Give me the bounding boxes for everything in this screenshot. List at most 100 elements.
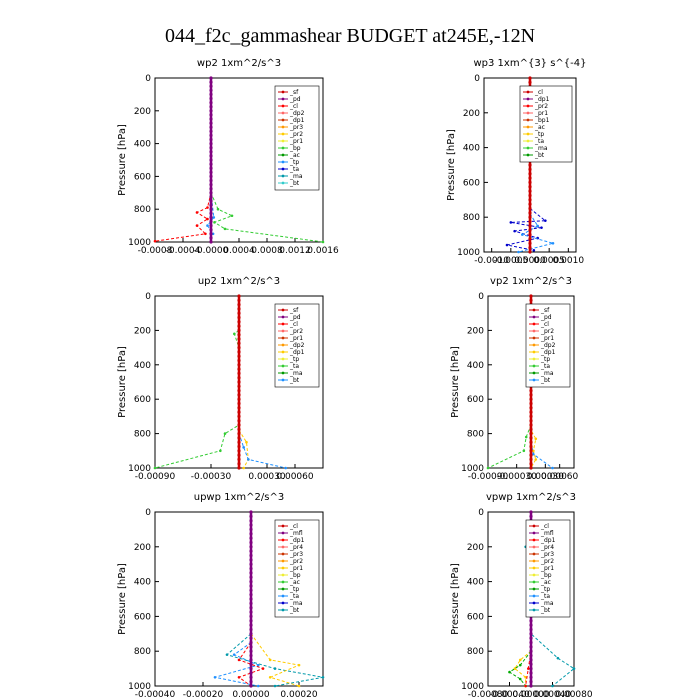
data-point [517,250,520,254]
data-point [529,449,533,453]
data-point [249,519,253,523]
data-point [249,553,253,558]
data-point [505,243,509,247]
chart-panel-5: upwp 1xm^2/s^3 Pressure [hPa] 0 200 400 600 80… [117,492,325,700]
legend-marker [281,580,285,584]
legend-marker [281,524,285,528]
legend-marker [281,315,285,319]
data-point [534,437,538,441]
legend-label: _ma [289,370,303,377]
data-point [529,510,533,514]
data-point [528,224,532,228]
data-point [249,510,253,514]
y-tick-label: 600 [467,395,484,405]
data-point [528,246,532,250]
chart-panel-2: wp3 1xm^{3} s^{-4} Pressure [hPa] 0 200 400 6… [446,58,587,266]
y-tick-label: 800 [467,430,484,440]
y-tick-label: 400 [467,578,484,588]
data-point [209,191,213,195]
data-point [249,675,253,679]
legend: _sf_pd_cl_dp2_dp1_pr3_pr2_pr1_bp_ac_tp_t… [274,85,320,191]
y-tick-label: 600 [134,612,151,622]
data-point [153,466,157,470]
legend-label: _bp [289,145,301,152]
legend-label: _ma [534,145,548,152]
data-point [551,684,554,688]
data-point [237,676,241,679]
data-point [209,88,213,92]
data-point [219,449,222,453]
data-point [249,684,253,688]
data-point [268,676,272,679]
panel-title: up2 1xm^2/s^3 [198,276,280,287]
legend-marker [532,608,536,612]
data-point [209,228,213,232]
data-point [556,656,560,660]
data-point [237,367,241,371]
x-tick-label: -0.00080 [468,690,509,700]
y-axis-label: Pressure [hPa] [117,124,128,196]
y-tick-label: 200 [134,543,151,553]
data-point [528,163,532,167]
legend-label: _mfl [540,530,554,537]
x-tick-label: 0.00000 [512,690,549,700]
data-point [209,154,213,158]
data-point [237,328,241,332]
y-tick-label: 800 [134,205,151,215]
legend-label: _tp [534,131,544,138]
data-point [249,597,253,601]
data-point [209,109,213,113]
legend-marker [281,329,285,333]
legend-marker [532,538,536,542]
legend-label: _ta [534,138,544,145]
data-point [237,457,241,461]
data-point [528,76,532,80]
data-point [249,667,253,671]
data-point [528,233,532,237]
y-tick-label: 1000 [457,248,480,258]
x-tick-label: 0.0016 [307,246,339,256]
y-tick-label: 1000 [128,238,151,248]
data-point [528,80,532,84]
data-point [529,406,533,410]
legend-marker [281,594,285,598]
data-point [532,452,535,456]
data-point [237,320,241,324]
legend-label: _dp1 [540,349,556,356]
y-axis-label: Pressure [hPa] [117,563,128,635]
data-point [529,423,533,427]
data-point [249,580,253,584]
legend-marker [532,545,536,549]
data-point [249,562,253,566]
data-point [237,466,241,470]
data-point [209,178,213,183]
x-tick-label: -0.0004 [166,246,201,256]
data-point [529,632,533,636]
data-point [209,76,213,80]
data-point [249,566,253,571]
y-tick-label: 400 [134,361,151,371]
y-tick-label: 1000 [461,464,484,474]
data-point [528,211,532,215]
data-point [209,137,213,142]
data-point [209,232,213,236]
x-tick-label: 0.00030 [527,472,564,482]
x-tick-label: 0.00030 [248,472,285,482]
data-point [529,432,533,436]
legend-label: _pr2 [540,328,554,335]
x-tick-label: 0.0012 [279,246,311,256]
data-point [249,536,253,540]
x-tick-label: 0.00060 [541,472,578,482]
data-point [528,198,532,202]
data-point [273,684,277,688]
data-point [529,627,533,632]
legend-marker [526,153,530,157]
legend-label: _pr1 [289,565,303,572]
legend-label: _ma [540,370,554,377]
data-point [528,228,532,232]
legend-marker [526,125,530,129]
data-point [528,193,532,198]
data-point [209,133,213,137]
panel-title: wp3 1xm^{3} s^{-4} [473,58,586,69]
data-point [540,226,543,229]
